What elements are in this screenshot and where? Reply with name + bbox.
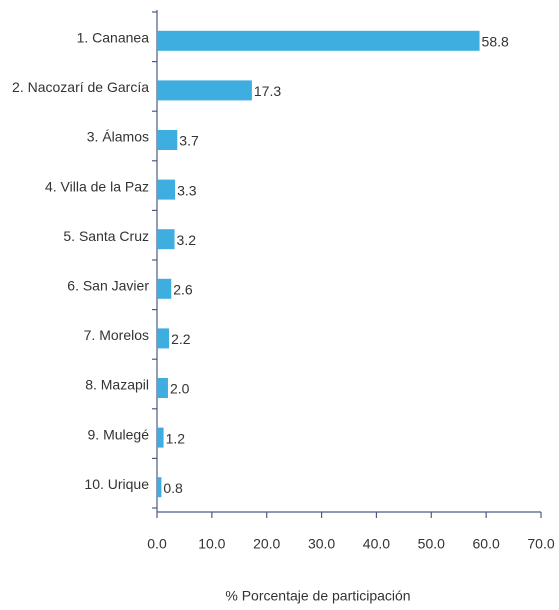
y-tick-label: 3. Álamos xyxy=(87,129,149,145)
y-tick-label: 6. San Javier xyxy=(67,278,149,294)
bar xyxy=(157,179,176,200)
value-label: 3.3 xyxy=(177,182,197,198)
value-label: 3.7 xyxy=(179,133,199,149)
y-tick-label: 9. Mulegé xyxy=(88,426,150,442)
bar xyxy=(157,278,172,299)
value-label: 58.8 xyxy=(482,34,509,50)
value-label: 2.0 xyxy=(170,381,190,397)
y-tick-label: 5. Santa Cruz xyxy=(63,228,149,244)
y-tick-label: 2. Nacozarí de García xyxy=(12,79,149,95)
bar xyxy=(157,427,164,448)
value-label: 2.2 xyxy=(171,331,191,347)
x-tick-label: 40.0 xyxy=(363,536,390,552)
x-tick-label: 70.0 xyxy=(527,536,554,552)
value-label: 17.3 xyxy=(254,83,281,99)
bar xyxy=(157,328,170,349)
y-tick-label: 1. Cananea xyxy=(77,30,150,46)
x-axis-title: % Porcentaje de participación xyxy=(225,588,410,604)
bar xyxy=(157,477,162,498)
x-tick-label: 30.0 xyxy=(308,536,335,552)
y-tick-label: 8. Mazapil xyxy=(85,377,149,393)
value-label: 2.6 xyxy=(173,282,193,298)
x-tick-label: 20.0 xyxy=(253,536,280,552)
value-label: 1.2 xyxy=(166,430,186,446)
x-tick-label: 10.0 xyxy=(198,536,225,552)
bar xyxy=(157,229,175,250)
y-tick-label: 4. Villa de la Paz xyxy=(45,178,149,194)
x-tick-label: 0.0 xyxy=(147,536,167,552)
y-tick-label: 7. Morelos xyxy=(84,327,149,343)
bar xyxy=(157,378,168,398)
x-tick-label: 50.0 xyxy=(418,536,445,552)
y-tick-label: 10. Urique xyxy=(84,476,149,492)
value-label: 3.2 xyxy=(177,232,197,248)
bar xyxy=(157,80,252,101)
x-tick-label: 60.0 xyxy=(473,536,500,552)
bar xyxy=(157,130,178,150)
bar xyxy=(157,30,480,51)
value-label: 0.8 xyxy=(163,480,183,496)
